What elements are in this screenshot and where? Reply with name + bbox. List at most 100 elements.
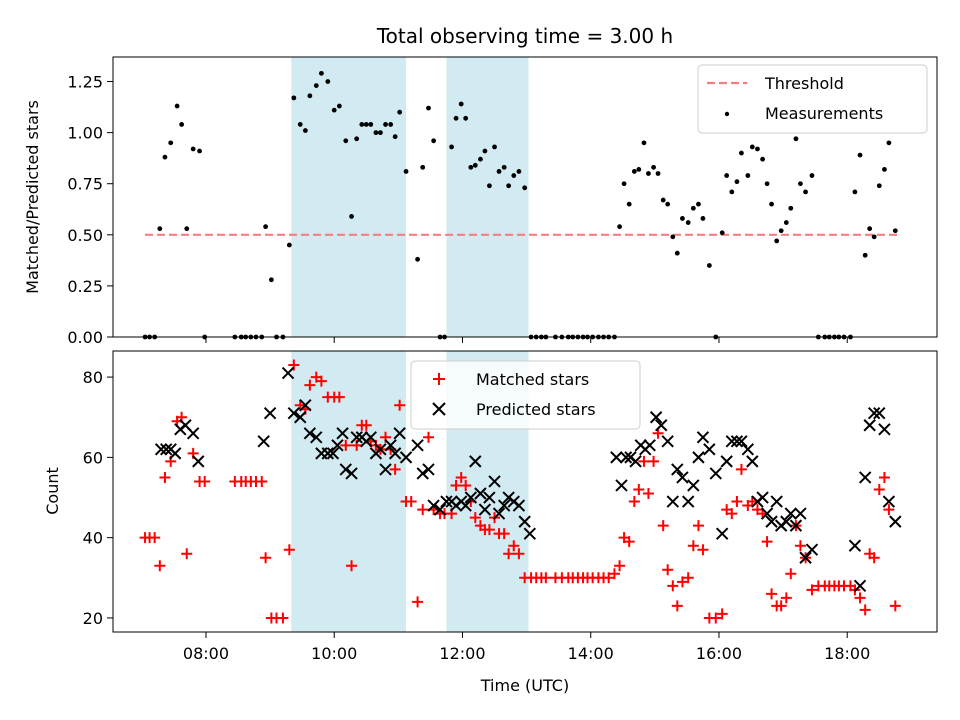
measurement-point: [168, 140, 174, 146]
predicted-star-point: [746, 455, 759, 468]
matched-star-point: [780, 592, 792, 604]
predicted-star-point: [336, 427, 349, 440]
predicted-star-point: [474, 487, 487, 500]
matched-star-point: [503, 548, 515, 560]
predicted-star-point: [720, 455, 733, 468]
predicted-star-point: [643, 439, 656, 452]
measurement-point: [665, 201, 671, 207]
measurement-point: [760, 156, 765, 162]
matched-star-point: [346, 560, 358, 572]
y-tick-label: 1.25: [67, 73, 103, 92]
predicted-star-point: [154, 443, 168, 456]
matched-star-point: [775, 600, 787, 612]
measurement-point: [472, 162, 478, 168]
measurement-point: [354, 136, 360, 142]
predicted-star-point: [464, 491, 478, 504]
predicted-star-point: [299, 398, 312, 412]
matched-star-point: [422, 431, 434, 443]
matched-star-point: [513, 548, 525, 560]
y-tick-label: 40: [83, 529, 103, 548]
predicted-star-point: [459, 499, 472, 512]
predicted-star-point: [160, 443, 173, 456]
predicted-star-point: [411, 439, 424, 452]
predicted-star-point: [287, 407, 301, 420]
matched-star-point: [389, 463, 401, 475]
matched-star-point: [735, 463, 747, 475]
predicted-star-point: [784, 507, 798, 520]
matched-star-point: [868, 552, 880, 564]
measurement-point: [522, 185, 528, 191]
predicted-star-point: [379, 463, 392, 476]
measurement-point: [313, 83, 319, 89]
matched-star-point: [283, 544, 295, 556]
predicted-star-point: [873, 407, 886, 420]
measurement-point: [268, 277, 274, 283]
matched-star-point: [766, 588, 778, 600]
measurement-point: [302, 128, 308, 133]
measurement-point: [496, 169, 502, 174]
matched-star-point: [854, 592, 866, 604]
shaded-interval: [446, 57, 529, 337]
predicted-star-point: [725, 435, 739, 448]
predicted-star-point: [703, 443, 716, 456]
matched-star-point: [667, 580, 679, 592]
matched-star-point: [360, 419, 372, 431]
matched-star-point: [642, 488, 654, 500]
measurement-point: [706, 263, 712, 268]
predicted-star-point: [681, 495, 695, 508]
measurement-point: [788, 205, 794, 211]
matched-star-point: [315, 375, 327, 387]
measurement-point: [263, 224, 269, 230]
shaded-interval: [291, 57, 407, 337]
predicted-star-point: [649, 411, 663, 424]
y-tick-label: 0.25: [67, 277, 103, 296]
predicted-star-point: [709, 467, 722, 480]
predicted-star-point: [326, 447, 340, 460]
predicted-star-point: [497, 499, 511, 512]
measurement-point: [871, 234, 877, 240]
measurement-point: [307, 93, 313, 99]
matched-star-point: [633, 483, 645, 495]
predicted-star-point: [433, 503, 447, 516]
predicted-star-point: [760, 507, 774, 520]
predicted-star-point: [483, 491, 496, 504]
measurement-point: [809, 173, 815, 178]
legend-matched-swatch: [433, 373, 445, 385]
predicted-star-point: [478, 503, 492, 516]
top-shaded-intervals: [291, 57, 529, 337]
measurement-point: [373, 130, 379, 136]
chart-title: Total observing time = 3.00 h: [376, 24, 673, 48]
matched-star-point: [682, 572, 694, 584]
measurement-point: [174, 103, 180, 109]
measurement-point: [492, 144, 497, 150]
predicted-star-point: [186, 427, 200, 440]
measurement-point: [783, 220, 789, 225]
measurement-point: [745, 173, 751, 178]
measurement-point: [415, 256, 420, 262]
matched-star-point: [628, 496, 640, 508]
measurement-point: [157, 226, 163, 232]
predicted-star-point: [848, 539, 862, 552]
measurement-point: [778, 228, 784, 234]
matched-star-point: [726, 508, 738, 520]
predicted-star-point: [257, 435, 270, 448]
matched-star-point: [199, 475, 211, 487]
predicted-star-point: [440, 495, 453, 508]
measurement-point: [325, 79, 331, 84]
measurement-point: [431, 138, 437, 144]
measurement-point: [876, 183, 882, 189]
measurement-point: [724, 173, 730, 178]
predicted-star-point: [882, 495, 896, 508]
top-x-ticks: [205, 337, 848, 343]
predicted-star-point: [364, 431, 377, 444]
measurement-point: [867, 226, 873, 232]
predicted-star-point: [469, 455, 482, 468]
measurement-point: [377, 130, 383, 136]
bottom-axes-frame: [112, 350, 938, 633]
matched-star-point: [412, 596, 424, 608]
measurement-point: [621, 181, 627, 187]
matched-star-point: [333, 391, 345, 403]
top-legend-box: [697, 64, 928, 134]
